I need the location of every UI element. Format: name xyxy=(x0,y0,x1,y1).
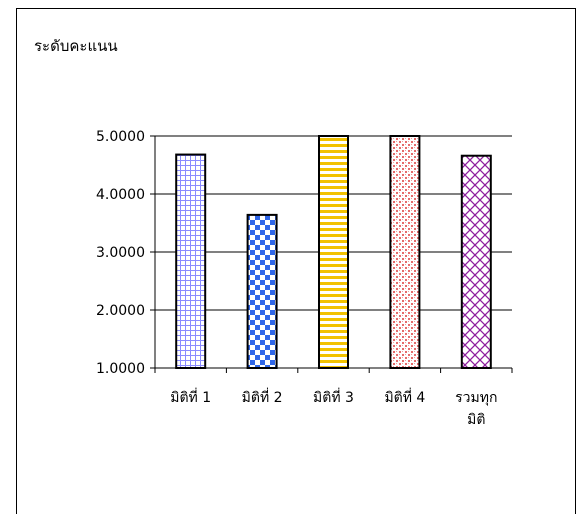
y-tick-label: 5.0000 xyxy=(96,129,145,145)
x-tick-label: มิติ xyxy=(467,412,485,428)
y-tick-label: 4.0000 xyxy=(96,187,145,203)
y-tick-label: 3.0000 xyxy=(96,245,145,261)
bar xyxy=(246,213,278,369)
x-tick-label: มิติที่ 2 xyxy=(242,388,283,406)
y-tick-label: 1.0000 xyxy=(96,361,145,377)
bar xyxy=(175,153,207,369)
bar xyxy=(389,135,421,369)
x-tick-label: มิติที่ 1 xyxy=(170,388,211,406)
y-axis-title: ระดับคะแนน xyxy=(34,37,118,55)
x-tick-label: มิติที่ 4 xyxy=(384,388,425,406)
chart-frame xyxy=(16,8,576,514)
bar xyxy=(460,154,492,369)
x-tick-label: รวมทุก xyxy=(455,390,497,406)
x-tick-label: มิติที่ 3 xyxy=(313,388,354,406)
y-tick-label: 2.0000 xyxy=(96,303,145,319)
bar xyxy=(318,135,349,369)
